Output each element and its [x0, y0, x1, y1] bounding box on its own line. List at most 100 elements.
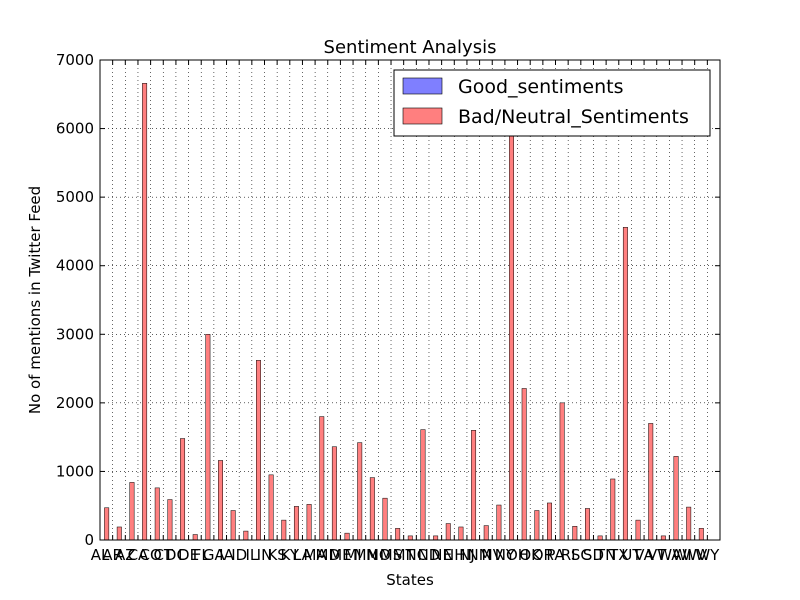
- bar-bad-neutral-sentiment: [622, 227, 628, 541]
- bar-bad-neutral-sentiment: [218, 460, 223, 541]
- bar-bad-neutral-sentiment: [597, 535, 603, 541]
- legend-swatch-bad: [402, 107, 443, 125]
- y-tick-label: 2000: [56, 394, 94, 412]
- x-tick-label: KY: [281, 546, 300, 564]
- x-tick-label: ID: [231, 546, 247, 564]
- bar-bad-neutral-sentiment: [496, 504, 502, 541]
- x-tick-label: CA: [128, 546, 149, 564]
- bar-bad-neutral-sentiment: [698, 528, 704, 541]
- x-tick-label: RI: [561, 546, 576, 564]
- bar-bad-neutral-sentiment: [420, 429, 426, 541]
- bar-bad-neutral-sentiment: [268, 474, 274, 541]
- x-tick-label: WY: [695, 546, 720, 564]
- tick-layer: 0 1000 2000 3000 4000 5000 6000 7000 ALARAZCACOC…: [56, 51, 720, 564]
- y-tick-label: 4000: [56, 257, 94, 275]
- x-tick-label: FL: [193, 546, 211, 564]
- bar-bad-neutral-sentiment: [230, 510, 236, 541]
- bar-bad-neutral-sentiment: [167, 499, 173, 541]
- x-tick-label: OR: [532, 546, 554, 564]
- legend-box: [393, 69, 711, 137]
- x-tick-label: VA: [634, 546, 654, 564]
- bar-bad-neutral-sentiment: [357, 442, 363, 541]
- y-tick-label: 3000: [56, 325, 94, 343]
- x-tick-label: IN: [257, 546, 273, 564]
- x-tick-label: NC: [405, 546, 427, 564]
- bar-bad-neutral-sentiment: [281, 519, 287, 541]
- x-tick-label: OK: [519, 546, 542, 564]
- bar-bad-neutral-sentiment: [445, 523, 451, 541]
- x-tick-label: LA: [293, 546, 313, 564]
- x-tick-label: VT: [647, 546, 667, 564]
- x-tick-label: WI: [672, 546, 691, 564]
- bar-bad-neutral-sentiment: [547, 502, 552, 541]
- bar-bad-neutral-sentiment: [521, 388, 527, 541]
- x-tick-label: AZ: [115, 546, 136, 564]
- x-tick-label: MT: [393, 546, 416, 564]
- x-tick-label: NE: [431, 546, 452, 564]
- x-tick-label: NY: [495, 546, 516, 564]
- plot-frame: [99, 59, 721, 541]
- bar-bad-neutral-sentiment: [382, 497, 388, 541]
- y-tick-label: 0: [84, 531, 94, 549]
- bar-bad-neutral-sentiment: [154, 487, 160, 541]
- x-tick-label: TN: [595, 546, 616, 564]
- y-tick-label: 5000: [56, 188, 94, 206]
- bar-bad-neutral-sentiment: [635, 519, 641, 541]
- x-tick-label: MO: [366, 546, 391, 564]
- bar-bad-neutral-sentiment: [584, 508, 590, 541]
- x-tick-label: DC: [165, 546, 187, 564]
- x-axis-title: States: [386, 571, 434, 589]
- bar-bad-neutral-sentiment: [471, 430, 477, 541]
- x-tick-label: AR: [102, 546, 123, 564]
- bar-bad-neutral-sentiment: [433, 535, 439, 541]
- y-tick-label: 6000: [56, 120, 94, 138]
- x-tick-label: DE: [178, 546, 199, 564]
- legend-label-good: Good_sentiments: [458, 76, 623, 98]
- bar-bad-neutral-sentiment: [369, 477, 375, 541]
- x-tick-label: ND: [418, 546, 441, 564]
- x-tick-label: IA: [219, 546, 234, 564]
- bar-bad-neutral-sentiment: [104, 507, 110, 541]
- x-tick-label: GA: [203, 546, 226, 564]
- x-tick-label: MI: [344, 546, 361, 564]
- x-tick-label: AL: [91, 546, 110, 564]
- x-tick-label: CT: [153, 546, 173, 564]
- x-tick-label: TX: [608, 546, 628, 564]
- chart-title: Sentiment Analysis: [324, 37, 497, 58]
- bars-layer: [104, 83, 704, 541]
- bar-bad-neutral-sentiment: [293, 506, 299, 541]
- bar-bad-neutral-sentiment: [344, 532, 350, 541]
- bar-bad-neutral-sentiment: [572, 526, 578, 541]
- x-tick-label: MD: [316, 546, 341, 564]
- x-tick-label: MS: [380, 546, 402, 564]
- grid-layer: [100, 59, 720, 541]
- bar-bad-neutral-sentiment: [407, 535, 413, 541]
- x-tick-label: KS: [267, 546, 286, 564]
- x-tick-label: MA: [304, 546, 328, 564]
- x-tick-label: NH: [443, 546, 466, 564]
- bar-bad-neutral-sentiment: [559, 402, 565, 541]
- x-tick-label: NV: [482, 546, 504, 564]
- x-tick-label: NJ: [459, 546, 475, 564]
- x-tick-label: SD: [583, 546, 604, 564]
- bar-bad-neutral-sentiment: [610, 478, 616, 541]
- bar-bad-neutral-sentiment: [256, 360, 261, 541]
- bar-bad-neutral-sentiment: [686, 506, 692, 541]
- legend-label-bad: Bad/Neutral_Sentiments: [458, 106, 689, 128]
- x-tick-label: SC: [571, 546, 591, 564]
- bar-bad-neutral-sentiment: [648, 423, 654, 541]
- legend: Good_sentiments Bad/Neutral_Sentiments: [393, 69, 711, 137]
- bar-bad-neutral-sentiment: [458, 526, 464, 541]
- bar-bad-neutral-sentiment: [509, 135, 515, 541]
- x-tick-label: UT: [621, 546, 642, 564]
- y-tick-label: 7000: [56, 51, 94, 69]
- bar-bad-neutral-sentiment: [673, 456, 679, 541]
- x-tick-label: PA: [546, 546, 565, 564]
- x-tick-label: ME: [329, 546, 351, 564]
- bar-bad-neutral-sentiment: [205, 334, 211, 541]
- x-tick-label: WV: [682, 546, 708, 564]
- bar-bad-neutral-sentiment: [534, 510, 540, 541]
- bar-bad-neutral-sentiment: [483, 525, 489, 541]
- y-tick-label: 1000: [56, 462, 94, 480]
